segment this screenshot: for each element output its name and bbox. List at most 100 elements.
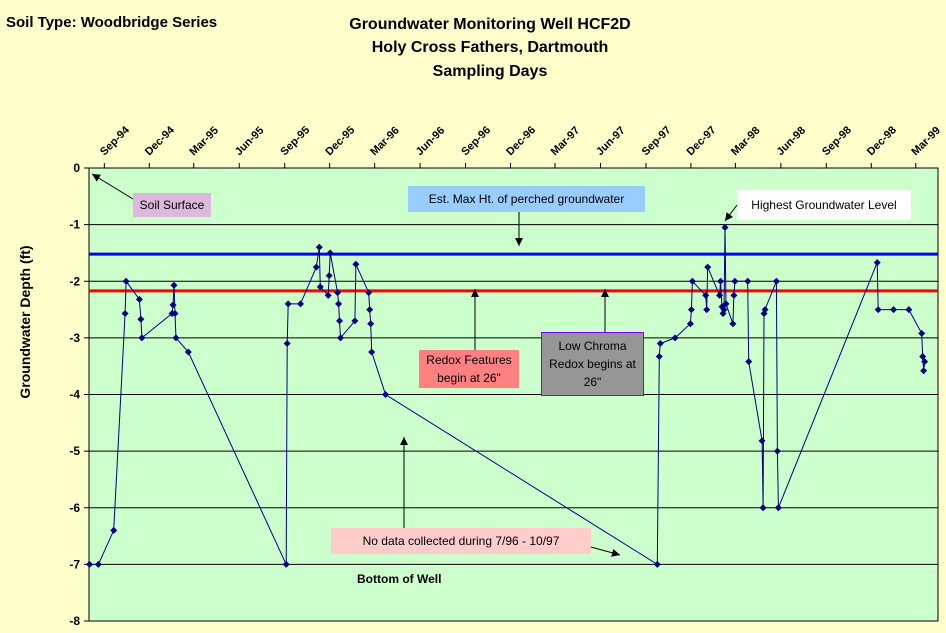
data-point xyxy=(284,300,292,308)
data-point xyxy=(688,277,696,285)
data-point xyxy=(773,447,781,455)
arrow-head xyxy=(725,212,733,221)
y-axis-label: Groundwater Depth (ft) xyxy=(17,245,33,398)
data-point xyxy=(184,348,192,356)
low-chroma-label: Low Chroma Redox begins at 26" xyxy=(541,332,644,396)
y-tick-label: -6 xyxy=(69,501,80,515)
data-point xyxy=(717,277,725,285)
data-point xyxy=(172,334,180,342)
x-tick-label: Sep-97 xyxy=(640,124,674,158)
data-point xyxy=(137,315,145,323)
chart-title-line-1: Groundwater Monitoring Well HCF2D xyxy=(349,16,631,33)
x-tick-label: Jun-96 xyxy=(414,125,448,159)
x-tick-label: Mar-95 xyxy=(187,125,221,159)
data-points xyxy=(85,223,929,568)
data-point xyxy=(905,306,913,314)
data-point xyxy=(316,283,324,291)
x-tick-label: Jun-97 xyxy=(594,125,628,159)
arrow-head xyxy=(400,437,408,445)
grid-lines xyxy=(84,167,938,622)
data-point xyxy=(655,353,663,361)
x-tick-label: Mar-98 xyxy=(729,125,763,159)
y-tick-label: -3 xyxy=(69,331,80,345)
data-point xyxy=(368,348,376,356)
data-point xyxy=(745,358,753,366)
data-point xyxy=(85,560,93,568)
data-point xyxy=(744,277,752,285)
data-point xyxy=(326,249,334,257)
x-tick-label: Sep-94 xyxy=(98,124,133,159)
y-tick-label: 0 xyxy=(73,161,80,175)
x-tick-label: Sep-95 xyxy=(278,124,312,158)
x-ticks xyxy=(103,163,917,168)
data-point xyxy=(365,289,373,297)
arrow-head xyxy=(601,289,609,297)
data-point xyxy=(729,320,737,328)
x-tick-labels: Sep-94 Dec-94 Mar-95 Jun-95 Sep-95 Dec-95 Mar-… xyxy=(98,124,943,159)
y-tick-label: -2 xyxy=(69,274,80,288)
data-point xyxy=(169,301,177,309)
data-point xyxy=(720,306,728,314)
data-point xyxy=(920,367,928,375)
data-point xyxy=(315,243,323,251)
data-point xyxy=(761,306,769,314)
low-chroma-line-1: Low Chroma xyxy=(558,339,627,353)
low-chroma-line-3: 26" xyxy=(583,375,602,389)
data-point xyxy=(722,300,730,308)
data-point xyxy=(702,291,710,299)
data-point xyxy=(351,317,359,325)
data-point xyxy=(94,560,102,568)
data-point xyxy=(367,320,375,328)
redox-features-label: Redox Features begin at 26" xyxy=(419,350,519,388)
x-tick-label: Dec-95 xyxy=(323,124,357,158)
x-tick-label: Jun-95 xyxy=(233,125,267,159)
redox-features-line-2: begin at 26" xyxy=(437,371,501,385)
data-point xyxy=(774,504,782,512)
arrow-head xyxy=(92,174,101,182)
data-point xyxy=(721,223,729,231)
x-tick-label: Sep-96 xyxy=(459,124,493,158)
y-tick-label: -1 xyxy=(69,218,80,232)
y-tick-label: -8 xyxy=(69,614,80,628)
y-tick-label: -7 xyxy=(69,557,80,571)
data-point xyxy=(283,340,291,348)
data-point xyxy=(336,317,344,325)
annotation-arrows xyxy=(91,173,738,557)
x-tick-label: Dec-97 xyxy=(685,124,719,158)
x-tick-label: Dec-96 xyxy=(504,124,538,158)
data-point xyxy=(366,306,374,314)
data-point xyxy=(656,340,664,348)
data-point xyxy=(921,358,929,366)
data-point xyxy=(352,260,360,268)
arrow-head xyxy=(611,549,620,557)
data-point xyxy=(653,560,661,568)
y-tick-label: -4 xyxy=(69,388,80,402)
x-tick-label: Dec-98 xyxy=(865,124,899,158)
data-point xyxy=(730,291,738,299)
x-tick-label: Jun-98 xyxy=(774,125,808,159)
data-point xyxy=(324,291,332,299)
perched-groundwater-label: Est. Max Ht. of perched groundwater xyxy=(408,186,645,212)
reference-lines xyxy=(89,252,938,293)
data-point xyxy=(121,310,129,318)
data-point xyxy=(758,437,766,445)
data-point xyxy=(704,263,712,271)
data-point xyxy=(337,334,345,342)
y-tick-label: -5 xyxy=(69,444,80,458)
redox-features-line-1: Redox Features xyxy=(426,353,512,367)
data-point xyxy=(703,306,711,314)
data-point xyxy=(135,295,143,303)
chart-title-line-2: Holy Cross Fathers, Dartmouth xyxy=(371,39,609,56)
data-point xyxy=(759,504,767,512)
data-point xyxy=(874,306,882,314)
soil-surface-label: Soil Surface xyxy=(133,193,211,217)
highest-groundwater-label: Highest Groundwater Level xyxy=(737,190,911,220)
data-point xyxy=(282,560,290,568)
data-point xyxy=(138,334,146,342)
x-tick-label: Mar-99 xyxy=(909,125,943,159)
x-tick-label: Dec-94 xyxy=(143,124,178,159)
data-point xyxy=(312,263,320,271)
data-point xyxy=(919,353,927,361)
no-data-label: No data collected during 7/96 - 10/97 xyxy=(331,528,591,554)
data-point xyxy=(170,281,178,289)
